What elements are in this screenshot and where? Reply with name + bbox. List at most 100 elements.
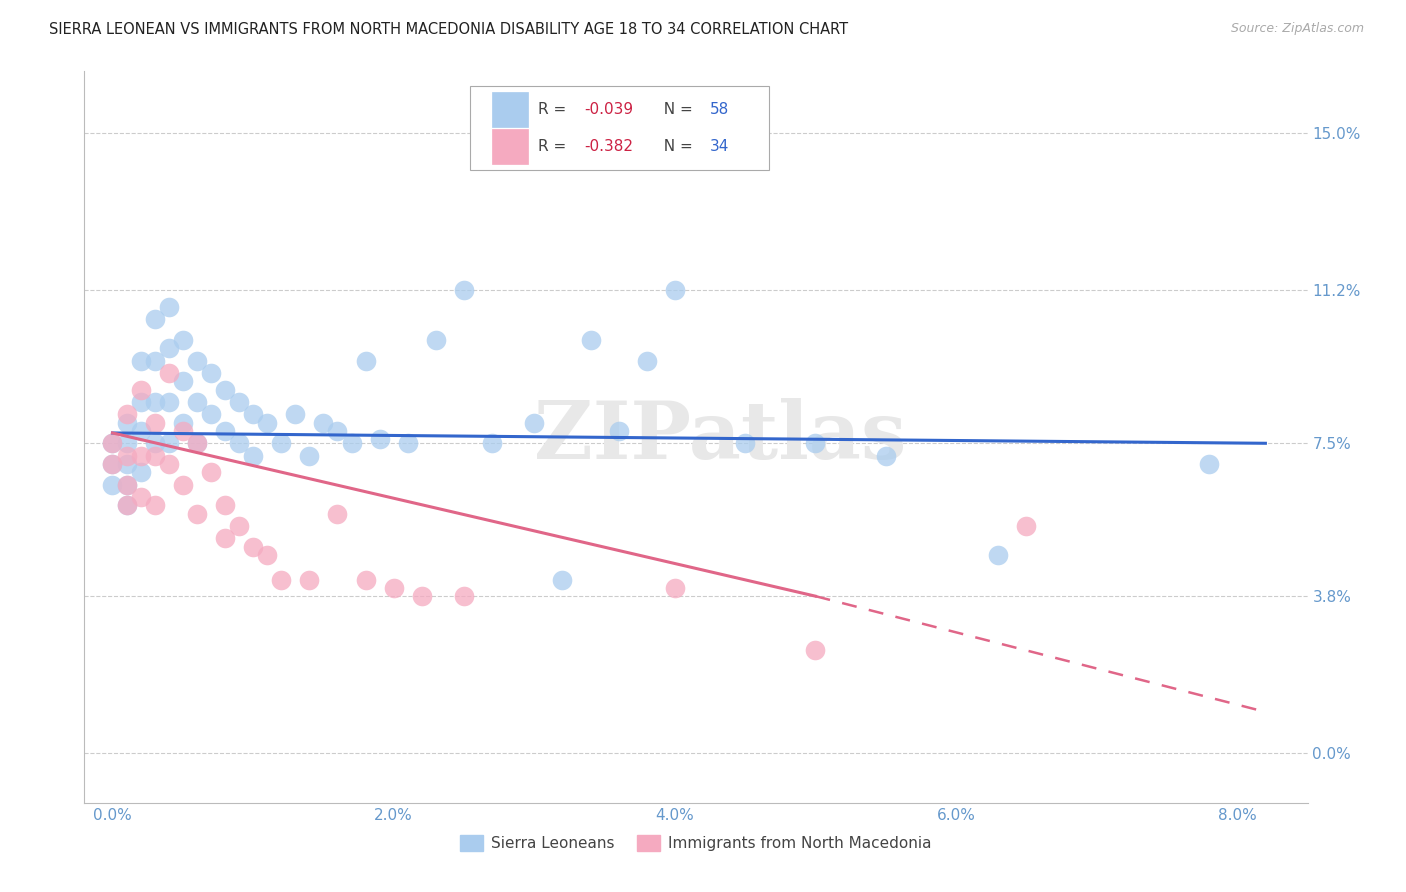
Point: [143, 498, 166, 512]
Text: R =: R =: [538, 139, 571, 154]
Point: [875, 449, 897, 463]
Point: [143, 312, 166, 326]
Point: [186, 436, 208, 450]
Point: [129, 449, 152, 463]
Point: [551, 573, 574, 587]
Point: [326, 507, 349, 521]
Point: [157, 457, 180, 471]
Point: [115, 498, 138, 512]
FancyBboxPatch shape: [470, 86, 769, 170]
Point: [664, 284, 686, 298]
Point: [157, 366, 180, 380]
Text: SIERRA LEONEAN VS IMMIGRANTS FROM NORTH MACEDONIA DISABILITY AGE 18 TO 34 CORREL: SIERRA LEONEAN VS IMMIGRANTS FROM NORTH …: [49, 22, 848, 37]
Point: [186, 436, 208, 450]
Point: [115, 408, 138, 422]
FancyBboxPatch shape: [492, 92, 529, 127]
Point: [425, 333, 447, 347]
Point: [101, 457, 124, 471]
Point: [270, 573, 292, 587]
Text: -0.039: -0.039: [585, 102, 634, 117]
Point: [143, 449, 166, 463]
Point: [242, 540, 264, 554]
Point: [143, 436, 166, 450]
Point: [101, 457, 124, 471]
Point: [298, 573, 321, 587]
Point: [129, 383, 152, 397]
Point: [115, 477, 138, 491]
Text: Source: ZipAtlas.com: Source: ZipAtlas.com: [1230, 22, 1364, 36]
Point: [115, 436, 138, 450]
Point: [284, 408, 307, 422]
Point: [382, 581, 405, 595]
Point: [396, 436, 419, 450]
Point: [411, 589, 433, 603]
Legend: Sierra Leoneans, Immigrants from North Macedonia: Sierra Leoneans, Immigrants from North M…: [454, 830, 938, 857]
Point: [101, 436, 124, 450]
Point: [368, 432, 391, 446]
Point: [987, 548, 1010, 562]
Point: [256, 416, 278, 430]
Point: [270, 436, 292, 450]
Point: [129, 424, 152, 438]
Point: [172, 333, 194, 347]
Point: [115, 449, 138, 463]
Point: [115, 498, 138, 512]
Point: [157, 300, 180, 314]
Point: [115, 457, 138, 471]
Point: [200, 465, 222, 479]
Point: [186, 353, 208, 368]
FancyBboxPatch shape: [492, 129, 529, 164]
Text: N =: N =: [654, 139, 697, 154]
Point: [115, 477, 138, 491]
Point: [607, 424, 630, 438]
Point: [172, 424, 194, 438]
Point: [157, 395, 180, 409]
Point: [1015, 519, 1038, 533]
Point: [157, 341, 180, 355]
Point: [172, 477, 194, 491]
Point: [804, 643, 827, 657]
Point: [523, 416, 546, 430]
Point: [172, 416, 194, 430]
Point: [214, 498, 236, 512]
Point: [242, 449, 264, 463]
Text: N =: N =: [654, 102, 697, 117]
Point: [453, 589, 475, 603]
Point: [312, 416, 335, 430]
Point: [200, 366, 222, 380]
Point: [298, 449, 321, 463]
Point: [101, 477, 124, 491]
Point: [228, 436, 250, 450]
Point: [326, 424, 349, 438]
Point: [214, 383, 236, 397]
Point: [115, 416, 138, 430]
Point: [256, 548, 278, 562]
Point: [129, 490, 152, 504]
Point: [129, 465, 152, 479]
Text: 58: 58: [710, 102, 728, 117]
Point: [734, 436, 756, 450]
Point: [143, 416, 166, 430]
Point: [172, 374, 194, 388]
Point: [664, 581, 686, 595]
Point: [354, 353, 377, 368]
Point: [186, 507, 208, 521]
Point: [186, 395, 208, 409]
Point: [340, 436, 363, 450]
Point: [129, 353, 152, 368]
Point: [804, 436, 827, 450]
Text: 34: 34: [710, 139, 728, 154]
Point: [143, 395, 166, 409]
Text: ZIPatlas: ZIPatlas: [534, 398, 907, 476]
Point: [143, 353, 166, 368]
Text: -0.382: -0.382: [585, 139, 634, 154]
Point: [101, 436, 124, 450]
Point: [242, 408, 264, 422]
Point: [200, 408, 222, 422]
Text: R =: R =: [538, 102, 571, 117]
Point: [214, 424, 236, 438]
Point: [1198, 457, 1220, 471]
Point: [481, 436, 503, 450]
Point: [214, 532, 236, 546]
Point: [636, 353, 658, 368]
